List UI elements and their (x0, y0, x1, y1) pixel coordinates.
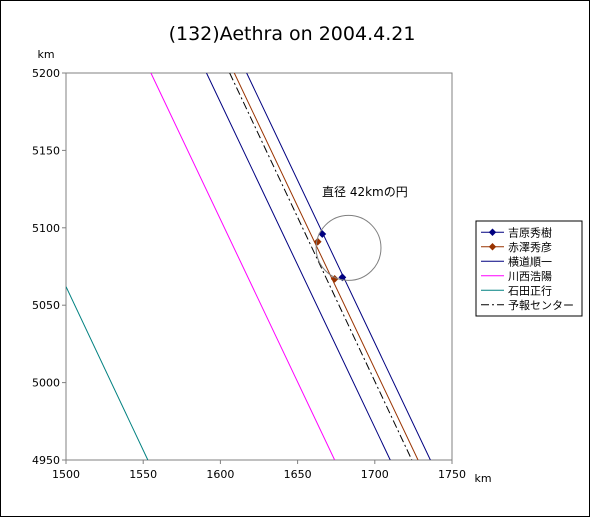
legend-marker-1 (488, 228, 497, 236)
legend-label-2: 赤澤秀彦 (508, 240, 552, 254)
x-tick-label: 1750 (438, 468, 466, 481)
x-tick-label: 1500 (52, 468, 80, 481)
plot-area (65, 72, 453, 461)
x-tick-label: 1650 (284, 468, 312, 481)
legend-label-3: 横道順一 (508, 254, 552, 268)
y-tick-label: 5100 (32, 222, 60, 235)
series-line-1 (246, 73, 431, 460)
x-tick-label: 1600 (206, 468, 234, 481)
series-line-3 (206, 73, 391, 460)
legend-box (475, 220, 583, 317)
series-line-2 (233, 73, 419, 460)
circle-annotation: 直径 42kmの円 (315, 185, 408, 281)
annotation-label: 直径 42kmの円 (322, 185, 408, 199)
legend-label-6: 予報センター (508, 299, 574, 312)
legend-marker-2 (488, 243, 497, 251)
y-tick-label: 4950 (32, 454, 60, 467)
x-axis-unit: km (474, 472, 491, 485)
series-line-4 (150, 73, 336, 460)
y-tick-label: 5050 (32, 299, 60, 312)
y-axis-unit: km (37, 48, 54, 61)
series-line-6 (229, 73, 413, 460)
data-point-series-1 (338, 273, 347, 282)
legend-label-5: 石田正行 (508, 284, 552, 297)
chart-title: (132)Aethra on 2004.4.21 (169, 23, 416, 45)
legend-label-1: 吉原秀樹 (508, 226, 552, 239)
y-tick-label: 5000 (32, 377, 60, 390)
legend-label-4: 川西浩陽 (508, 270, 552, 283)
axes: 1500 1550 1600 1650 1700 1750 4950 5000 5050 5100… (32, 67, 466, 481)
series-line-5 (66, 286, 149, 460)
y-tick-label: 5200 (32, 67, 60, 80)
plot-markers (313, 230, 347, 283)
diameter-circle (315, 214, 382, 281)
y-tick-label: 5150 (32, 144, 60, 157)
plot-series (66, 73, 431, 460)
x-tick-label: 1700 (361, 468, 389, 481)
x-tick-label: 1550 (129, 468, 157, 481)
